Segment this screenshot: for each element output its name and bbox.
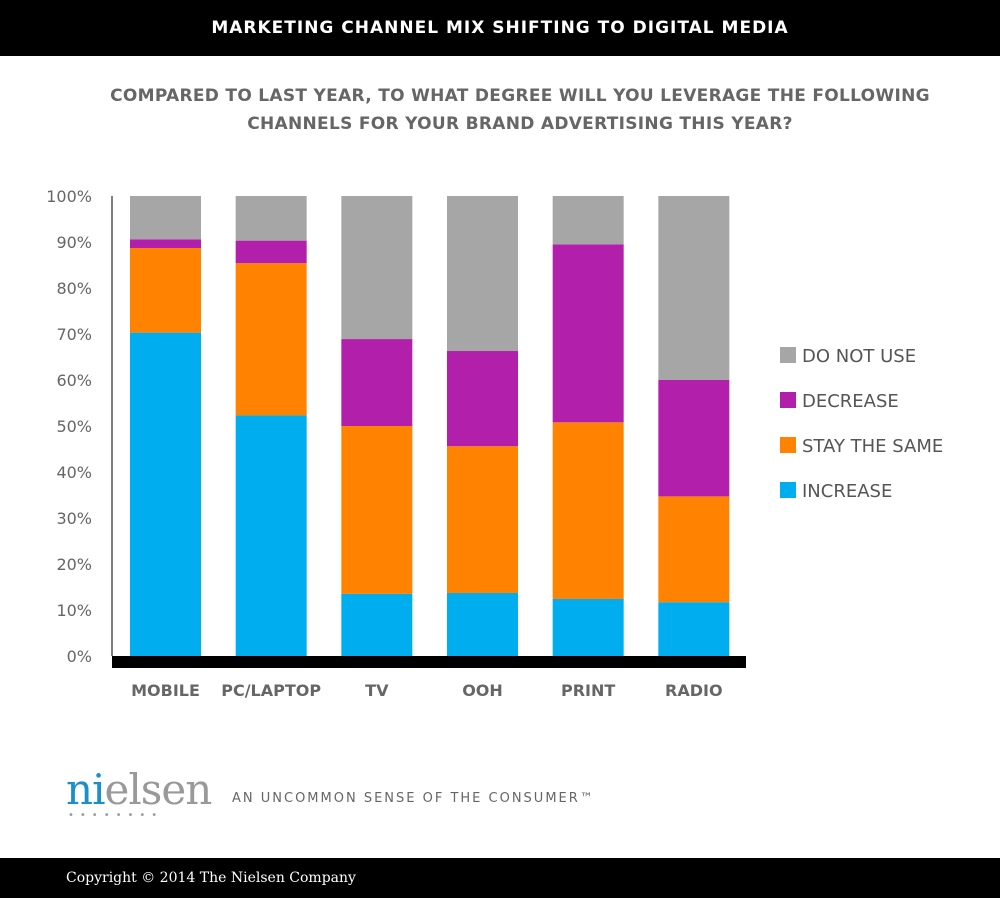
- x-category-label: PRINT: [561, 681, 615, 700]
- bar-segment-do-not-use: [447, 196, 518, 352]
- x-category-label: OOH: [462, 681, 503, 700]
- legend-label: INCREASE: [802, 481, 892, 502]
- y-tick-label: 40%: [56, 463, 92, 482]
- bar-segment-stay-the-same: [235, 263, 307, 416]
- chart-title: COMPARED TO LAST YEAR, TO WHAT DEGREE WI…: [110, 86, 930, 134]
- bar-segment-decrease: [341, 339, 413, 426]
- y-tick-label: 70%: [56, 325, 92, 344]
- bar-segment-increase: [341, 593, 413, 656]
- bar-segment-increase: [447, 592, 518, 656]
- bar-segment-stay-the-same: [447, 446, 518, 593]
- bar-segment-do-not-use: [130, 196, 201, 240]
- legend-swatch: [780, 347, 796, 363]
- legend-swatch: [780, 482, 796, 498]
- x-axis-baseline: [112, 656, 746, 668]
- header-title: MARKETING CHANNEL MIX SHIFTING TO DIGITA…: [0, 0, 1000, 56]
- y-tick-label: 60%: [56, 371, 92, 390]
- y-tick-label: 100%: [46, 187, 92, 206]
- bar-segment-do-not-use: [552, 196, 624, 245]
- y-tick-label: 10%: [56, 601, 92, 620]
- y-tick-label: 80%: [56, 279, 92, 298]
- y-tick-label: 0%: [67, 647, 92, 666]
- bar-segment-increase: [552, 598, 624, 656]
- legend-label: DO NOT USE: [802, 346, 916, 367]
- y-tick-label: 30%: [56, 509, 92, 528]
- bar-segment-decrease: [658, 380, 730, 497]
- y-tick-label: 50%: [56, 417, 92, 436]
- bar-segment-stay-the-same: [130, 247, 201, 333]
- bar-segment-decrease: [235, 240, 307, 264]
- bar-segment-increase: [130, 332, 201, 656]
- bar-segment-do-not-use: [658, 196, 730, 380]
- legend-label: DECREASE: [802, 391, 899, 412]
- nielsen-logo: nielsen: [66, 765, 212, 814]
- bar-segment-stay-the-same: [552, 422, 624, 599]
- tagline: AN UNCOMMON SENSE OF THE CONSUMER™: [232, 791, 595, 806]
- x-category-label: RADIO: [665, 681, 723, 700]
- bar-segment-decrease: [447, 351, 518, 447]
- bar-segment-increase: [658, 602, 730, 656]
- bar-segment-stay-the-same: [341, 426, 413, 594]
- bar-segment-increase: [235, 415, 307, 656]
- bar-segment-do-not-use: [235, 196, 307, 241]
- logo-dots: ••••••••: [68, 810, 164, 821]
- legend-label: STAY THE SAME: [802, 436, 943, 457]
- bar-segment-decrease: [130, 239, 201, 248]
- x-category-label: MOBILE: [131, 681, 200, 700]
- y-tick-label: 20%: [56, 555, 92, 574]
- y-tick-label: 90%: [56, 233, 92, 252]
- bar-segment-decrease: [552, 244, 624, 423]
- x-category-label: TV: [365, 681, 389, 700]
- copyright: Copyright © 2014 The Nielsen Company: [0, 858, 1000, 898]
- bar-segment-stay-the-same: [658, 496, 730, 603]
- bar-segment-do-not-use: [341, 196, 413, 340]
- legend-swatch: [780, 392, 796, 408]
- x-category-label: PC/LAPTOP: [221, 681, 321, 700]
- legend-swatch: [780, 437, 796, 453]
- stacked-bar-chart: 0% 10% 20% 30% 40% 50% 60% 70% 80% 90% 100% MOBILE P…: [46, 187, 943, 700]
